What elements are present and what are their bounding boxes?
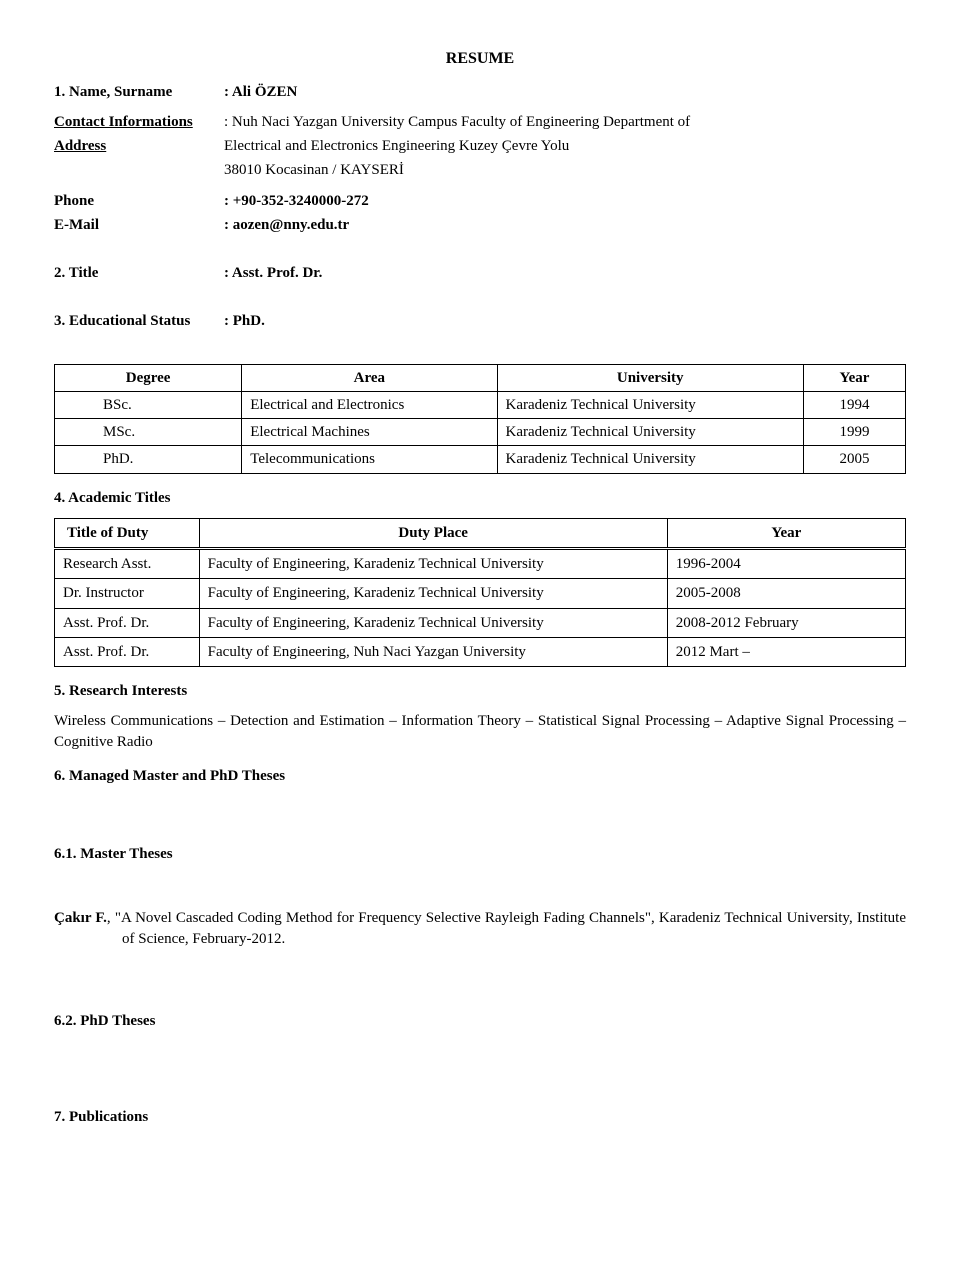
edu-th-area: Area	[242, 364, 497, 391]
master-theses-heading: 6.1. Master Theses	[54, 844, 906, 864]
duty-title: Asst. Prof. Dr.	[55, 608, 200, 637]
research-interests-heading: 5. Research Interests	[54, 681, 906, 701]
table-row: Asst. Prof. Dr. Faculty of Engineering, …	[55, 637, 906, 666]
edu-area: Electrical and Electronics	[242, 391, 497, 418]
duty-place: Faculty of Engineering, Karadeniz Techni…	[199, 579, 667, 608]
name-value: : Ali ÖZEN	[224, 80, 906, 104]
edu-status-value: : PhD.	[224, 309, 906, 333]
edu-th-degree: Degree	[55, 364, 242, 391]
address-line2: Electrical and Electronics Engineering K…	[224, 134, 906, 158]
edu-status-row: 3. Educational Status : PhD.	[54, 309, 906, 333]
email-value: : aozen@nny.edu.tr	[224, 213, 906, 237]
duty-th-place: Duty Place	[199, 518, 667, 548]
table-row: MSc. Electrical Machines Karadeniz Techn…	[55, 419, 906, 446]
duty-place: Faculty of Engineering, Karadeniz Techni…	[199, 608, 667, 637]
research-interests-text: Wireless Communications – Detection and …	[54, 711, 906, 752]
duty-year: 2005-2008	[667, 579, 905, 608]
edu-area: Electrical Machines	[242, 419, 497, 446]
page-title: RESUME	[54, 48, 906, 70]
email-label: E-Mail	[54, 213, 224, 237]
duty-table: Title of Duty Duty Place Year Research A…	[54, 518, 906, 667]
address-label: Address	[54, 134, 224, 158]
address-line1: : Nuh Naci Yazgan University Campus Facu…	[224, 110, 906, 134]
duty-title: Asst. Prof. Dr.	[55, 637, 200, 666]
edu-year: 1999	[803, 419, 905, 446]
edu-degree: MSc.	[55, 419, 242, 446]
phone-email-block: Phone : +90-352-3240000-272 E-Mail : aoz…	[54, 189, 906, 238]
duty-year: 1996-2004	[667, 549, 905, 579]
name-row: 1. Name, Surname : Ali ÖZEN	[54, 80, 906, 104]
education-table: Degree Area University Year BSc. Electri…	[54, 364, 906, 474]
edu-university: Karadeniz Technical University	[497, 419, 803, 446]
contact-block: Contact Informations : Nuh Naci Yazgan U…	[54, 110, 906, 183]
duty-year: 2008-2012 February	[667, 608, 905, 637]
address-line3: 38010 Kocasinan / KAYSERİ	[224, 158, 906, 182]
edu-th-year: Year	[803, 364, 905, 391]
title-value: : Asst. Prof. Dr.	[224, 261, 906, 285]
edu-degree: PhD.	[55, 446, 242, 473]
contact-label: Contact Informations	[54, 110, 224, 134]
edu-area: Telecommunications	[242, 446, 497, 473]
edu-university: Karadeniz Technical University	[497, 391, 803, 418]
thesis-text: , "A Novel Cascaded Coding Method for Fr…	[107, 910, 906, 946]
thesis-author: Çakır F.	[54, 910, 107, 926]
edu-th-university: University	[497, 364, 803, 391]
publications-heading: 7. Publications	[54, 1107, 906, 1127]
title-label: 2. Title	[54, 261, 224, 285]
phone-value: : +90-352-3240000-272	[224, 189, 906, 213]
duty-title: Dr. Instructor	[55, 579, 200, 608]
managed-theses-heading: 6. Managed Master and PhD Theses	[54, 766, 906, 786]
phd-theses-heading: 6.2. PhD Theses	[54, 1011, 906, 1031]
edu-year: 2005	[803, 446, 905, 473]
duty-th-year: Year	[667, 518, 905, 548]
table-row: Dr. Instructor Faculty of Engineering, K…	[55, 579, 906, 608]
edu-year: 1994	[803, 391, 905, 418]
edu-status-label: 3. Educational Status	[54, 309, 224, 333]
duty-th-title: Title of Duty	[55, 518, 200, 548]
edu-university: Karadeniz Technical University	[497, 446, 803, 473]
duty-title: Research Asst.	[55, 549, 200, 579]
table-row: BSc. Electrical and Electronics Karadeni…	[55, 391, 906, 418]
title-row: 2. Title : Asst. Prof. Dr.	[54, 261, 906, 285]
table-row: PhD. Telecommunications Karadeniz Techni…	[55, 446, 906, 473]
table-row: Asst. Prof. Dr. Faculty of Engineering, …	[55, 608, 906, 637]
name-label: 1. Name, Surname	[54, 80, 224, 104]
duty-place: Faculty of Engineering, Nuh Naci Yazgan …	[199, 637, 667, 666]
edu-degree: BSc.	[55, 391, 242, 418]
table-row: Research Asst. Faculty of Engineering, K…	[55, 549, 906, 579]
duty-year: 2012 Mart –	[667, 637, 905, 666]
academic-titles-heading: 4. Academic Titles	[54, 488, 906, 508]
spacer	[54, 158, 224, 182]
phone-label: Phone	[54, 189, 224, 213]
master-thesis-entry: Çakır F., "A Novel Cascaded Coding Metho…	[54, 908, 906, 949]
duty-place: Faculty of Engineering, Karadeniz Techni…	[199, 549, 667, 579]
